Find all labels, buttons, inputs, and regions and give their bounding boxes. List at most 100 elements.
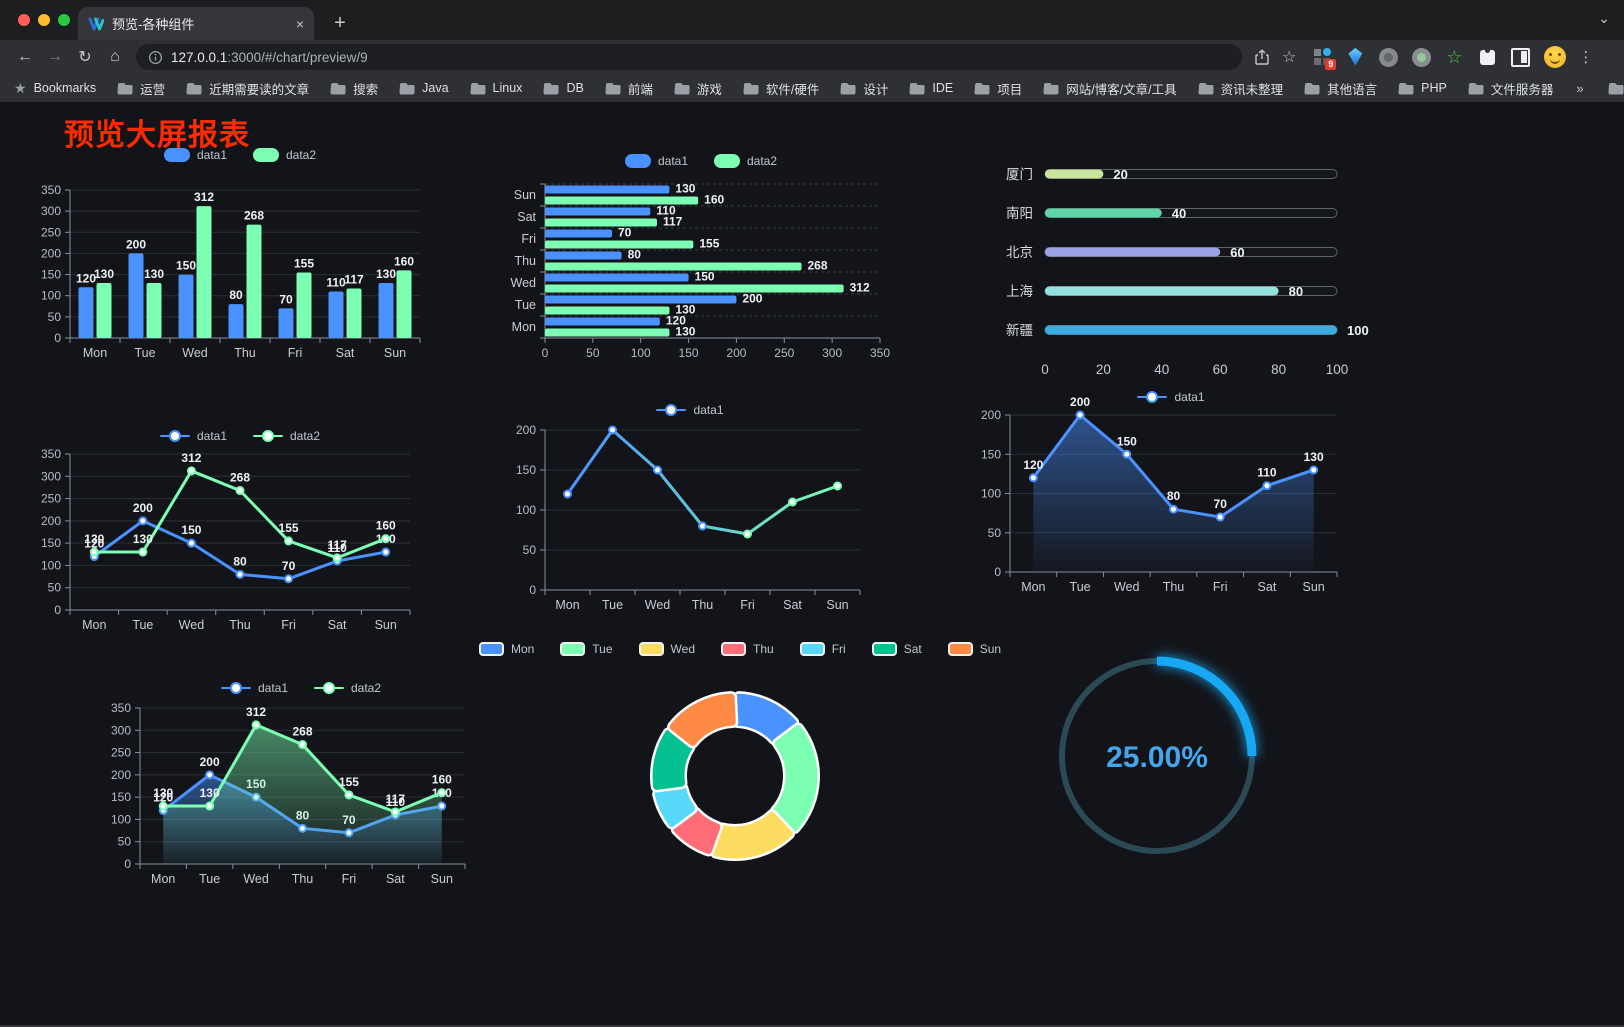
- back-icon[interactable]: ←: [17, 48, 33, 65]
- bookmark-folder[interactable]: 游戏: [674, 79, 722, 98]
- legend-item-data2[interactable]: data2: [314, 680, 381, 695]
- pie-slice-Thu[interactable]: [670, 806, 723, 857]
- legend-item-Tue[interactable]: Tue: [560, 642, 613, 656]
- bookmark-folder[interactable]: Java: [399, 81, 449, 95]
- tab-close-icon[interactable]: ×: [295, 15, 304, 32]
- bookmark-folder[interactable]: 设计: [840, 79, 888, 98]
- other-bookmarks-folder[interactable]: 其他书签: [1608, 79, 1624, 98]
- bookmarks-manager-item[interactable]: ★ Bookmarks: [14, 79, 97, 96]
- bookmark-folder[interactable]: 资讯未整理: [1198, 79, 1283, 98]
- bookmark-folder[interactable]: 项目: [974, 79, 1022, 98]
- profile-avatar[interactable]: [1544, 46, 1567, 68]
- bookmark-folder[interactable]: 运营: [117, 79, 165, 98]
- svg-text:Fri: Fri: [288, 346, 303, 360]
- extension-record-icon[interactable]: [1411, 47, 1431, 67]
- series-data1[interactable]: 120 200 150 80 70 110 130: [1023, 395, 1324, 572]
- bookmark-star-icon[interactable]: ☆: [1282, 49, 1297, 66]
- legend-item-data2[interactable]: data2: [253, 428, 320, 443]
- legend-item-data1[interactable]: data1: [159, 428, 227, 443]
- pie-slice-Wed[interactable]: [710, 809, 796, 861]
- pie-slice-Sun[interactable]: [667, 691, 739, 749]
- legend-item-Fri[interactable]: Fri: [799, 642, 846, 656]
- bookmark-folder[interactable]: 其他语言: [1304, 79, 1377, 98]
- forward-icon[interactable]: →: [47, 48, 63, 65]
- svg-text:Thu: Thu: [234, 346, 256, 360]
- series-data1[interactable]: [563, 425, 842, 539]
- series-data2[interactable]: 130 130 312 268 155 117 160: [84, 451, 396, 563]
- legend-item-data1[interactable]: data1: [220, 680, 288, 695]
- svg-text:80: 80: [229, 288, 243, 302]
- series-data1[interactable]: 120 200 150 80 70 110 130: [545, 182, 763, 328]
- svg-text:100: 100: [1326, 362, 1349, 377]
- legend-item-Wed[interactable]: Wed: [638, 642, 695, 656]
- series-data2[interactable]: 130 130 312 268 155 117 160: [153, 705, 452, 864]
- reload-icon[interactable]: ↻: [78, 49, 92, 66]
- svg-text:Fri: Fri: [1213, 580, 1228, 594]
- url-bar[interactable]: 127.0.0.1:3000/#/chart/preview/9: [136, 44, 1242, 70]
- legend-item-Sat[interactable]: Sat: [871, 642, 922, 656]
- svg-text:上海: 上海: [1006, 284, 1033, 299]
- pie-slice-Sat[interactable]: [650, 727, 696, 793]
- minimize-button[interactable]: [38, 14, 50, 26]
- svg-text:Fri: Fri: [521, 232, 536, 246]
- pie-slice-Fri[interactable]: [652, 782, 698, 830]
- browser-menu-icon[interactable]: ⋮: [1578, 49, 1594, 66]
- legend-item-data2[interactable]: data2: [253, 148, 316, 162]
- legend-item-data2[interactable]: data2: [714, 154, 777, 168]
- bookmark-folder[interactable]: 搜索: [330, 79, 378, 98]
- legend-item-data1[interactable]: data1: [1137, 389, 1205, 404]
- browser-tab[interactable]: 预览-各种组件 ×: [78, 7, 314, 40]
- bookmark-folder[interactable]: 前端: [605, 79, 653, 98]
- pie-slice-Mon[interactable]: [731, 691, 800, 746]
- bookmark-folder[interactable]: 网站/博客/文章/工具: [1043, 79, 1177, 98]
- legend-item-Thu[interactable]: Thu: [721, 642, 774, 656]
- legend-marker: [656, 402, 687, 417]
- svg-text:150: 150: [111, 790, 131, 804]
- svg-text:新疆: 新疆: [1006, 323, 1033, 338]
- series-data2[interactable]: 130 130 312 268 155 117 160: [94, 190, 414, 338]
- bookmark-folder[interactable]: IDE: [909, 81, 953, 95]
- svg-text:Sun: Sun: [375, 618, 397, 632]
- progress-row-北京[interactable]: 北京 60: [1006, 245, 1338, 260]
- tab-search-icon[interactable]: ⌄: [1598, 10, 1610, 26]
- home-icon[interactable]: ⌂: [110, 48, 120, 65]
- bookmark-folder[interactable]: PHP: [1398, 81, 1447, 95]
- extension-puzzle-icon[interactable]: [1477, 47, 1497, 67]
- series-data2[interactable]: 130 130 312 268 155 117 160: [545, 193, 870, 339]
- legend-item-Sun[interactable]: Sun: [947, 642, 1001, 656]
- maximize-button[interactable]: [58, 14, 70, 26]
- progress-row-厦门[interactable]: 厦门 20: [1006, 167, 1338, 182]
- progress-row-新疆[interactable]: 新疆 100: [1006, 323, 1369, 338]
- progress-row-上海[interactable]: 上海 80: [1006, 284, 1338, 299]
- new-tab-button[interactable]: +: [334, 11, 346, 34]
- svg-text:100: 100: [41, 558, 61, 572]
- pie-slice-Tue[interactable]: [769, 722, 820, 834]
- bookmark-folder[interactable]: DB: [543, 81, 584, 95]
- legend-item-data1[interactable]: data1: [163, 148, 227, 162]
- svg-text:268: 268: [230, 471, 250, 485]
- bookmarks-overflow-icon[interactable]: »: [1576, 80, 1584, 96]
- legend-item-data1[interactable]: data1: [624, 154, 688, 168]
- site-info-icon[interactable]: [148, 50, 163, 65]
- bookmark-folder[interactable]: 软件/硬件: [743, 79, 819, 98]
- close-button[interactable]: [18, 14, 30, 26]
- progress-row-南阳[interactable]: 南阳 40: [1006, 206, 1338, 221]
- svg-text:130: 130: [153, 786, 173, 800]
- chart-progress: 厦门 20 南阳 40 北京 60 上海 80 新疆 100 0 20 40 60 80 100: [985, 158, 1405, 393]
- extension-split-icon[interactable]: [1510, 47, 1530, 67]
- bookmark-folder[interactable]: 文件服务器: [1468, 79, 1553, 98]
- svg-text:130: 130: [376, 267, 396, 281]
- legend-item-Mon[interactable]: Mon: [478, 642, 534, 656]
- legend-item-data1[interactable]: data1: [656, 402, 724, 417]
- legend-marker: [947, 642, 973, 656]
- extension-knot-icon[interactable]: [1378, 47, 1398, 67]
- extension-star-icon[interactable]: ☆: [1446, 46, 1463, 67]
- bookmark-folder[interactable]: 近期需要读的文章: [186, 79, 309, 98]
- extension-tiles-icon[interactable]: 9: [1312, 47, 1337, 70]
- series-data1[interactable]: 120 200 150 80 70 110 130: [76, 237, 396, 338]
- share-icon[interactable]: [1254, 48, 1270, 66]
- extension-gem-icon[interactable]: [1345, 47, 1365, 67]
- series-data1[interactable]: 120 200 150 80 70 110 130: [84, 501, 396, 584]
- bookmark-folder[interactable]: Linux: [470, 81, 522, 95]
